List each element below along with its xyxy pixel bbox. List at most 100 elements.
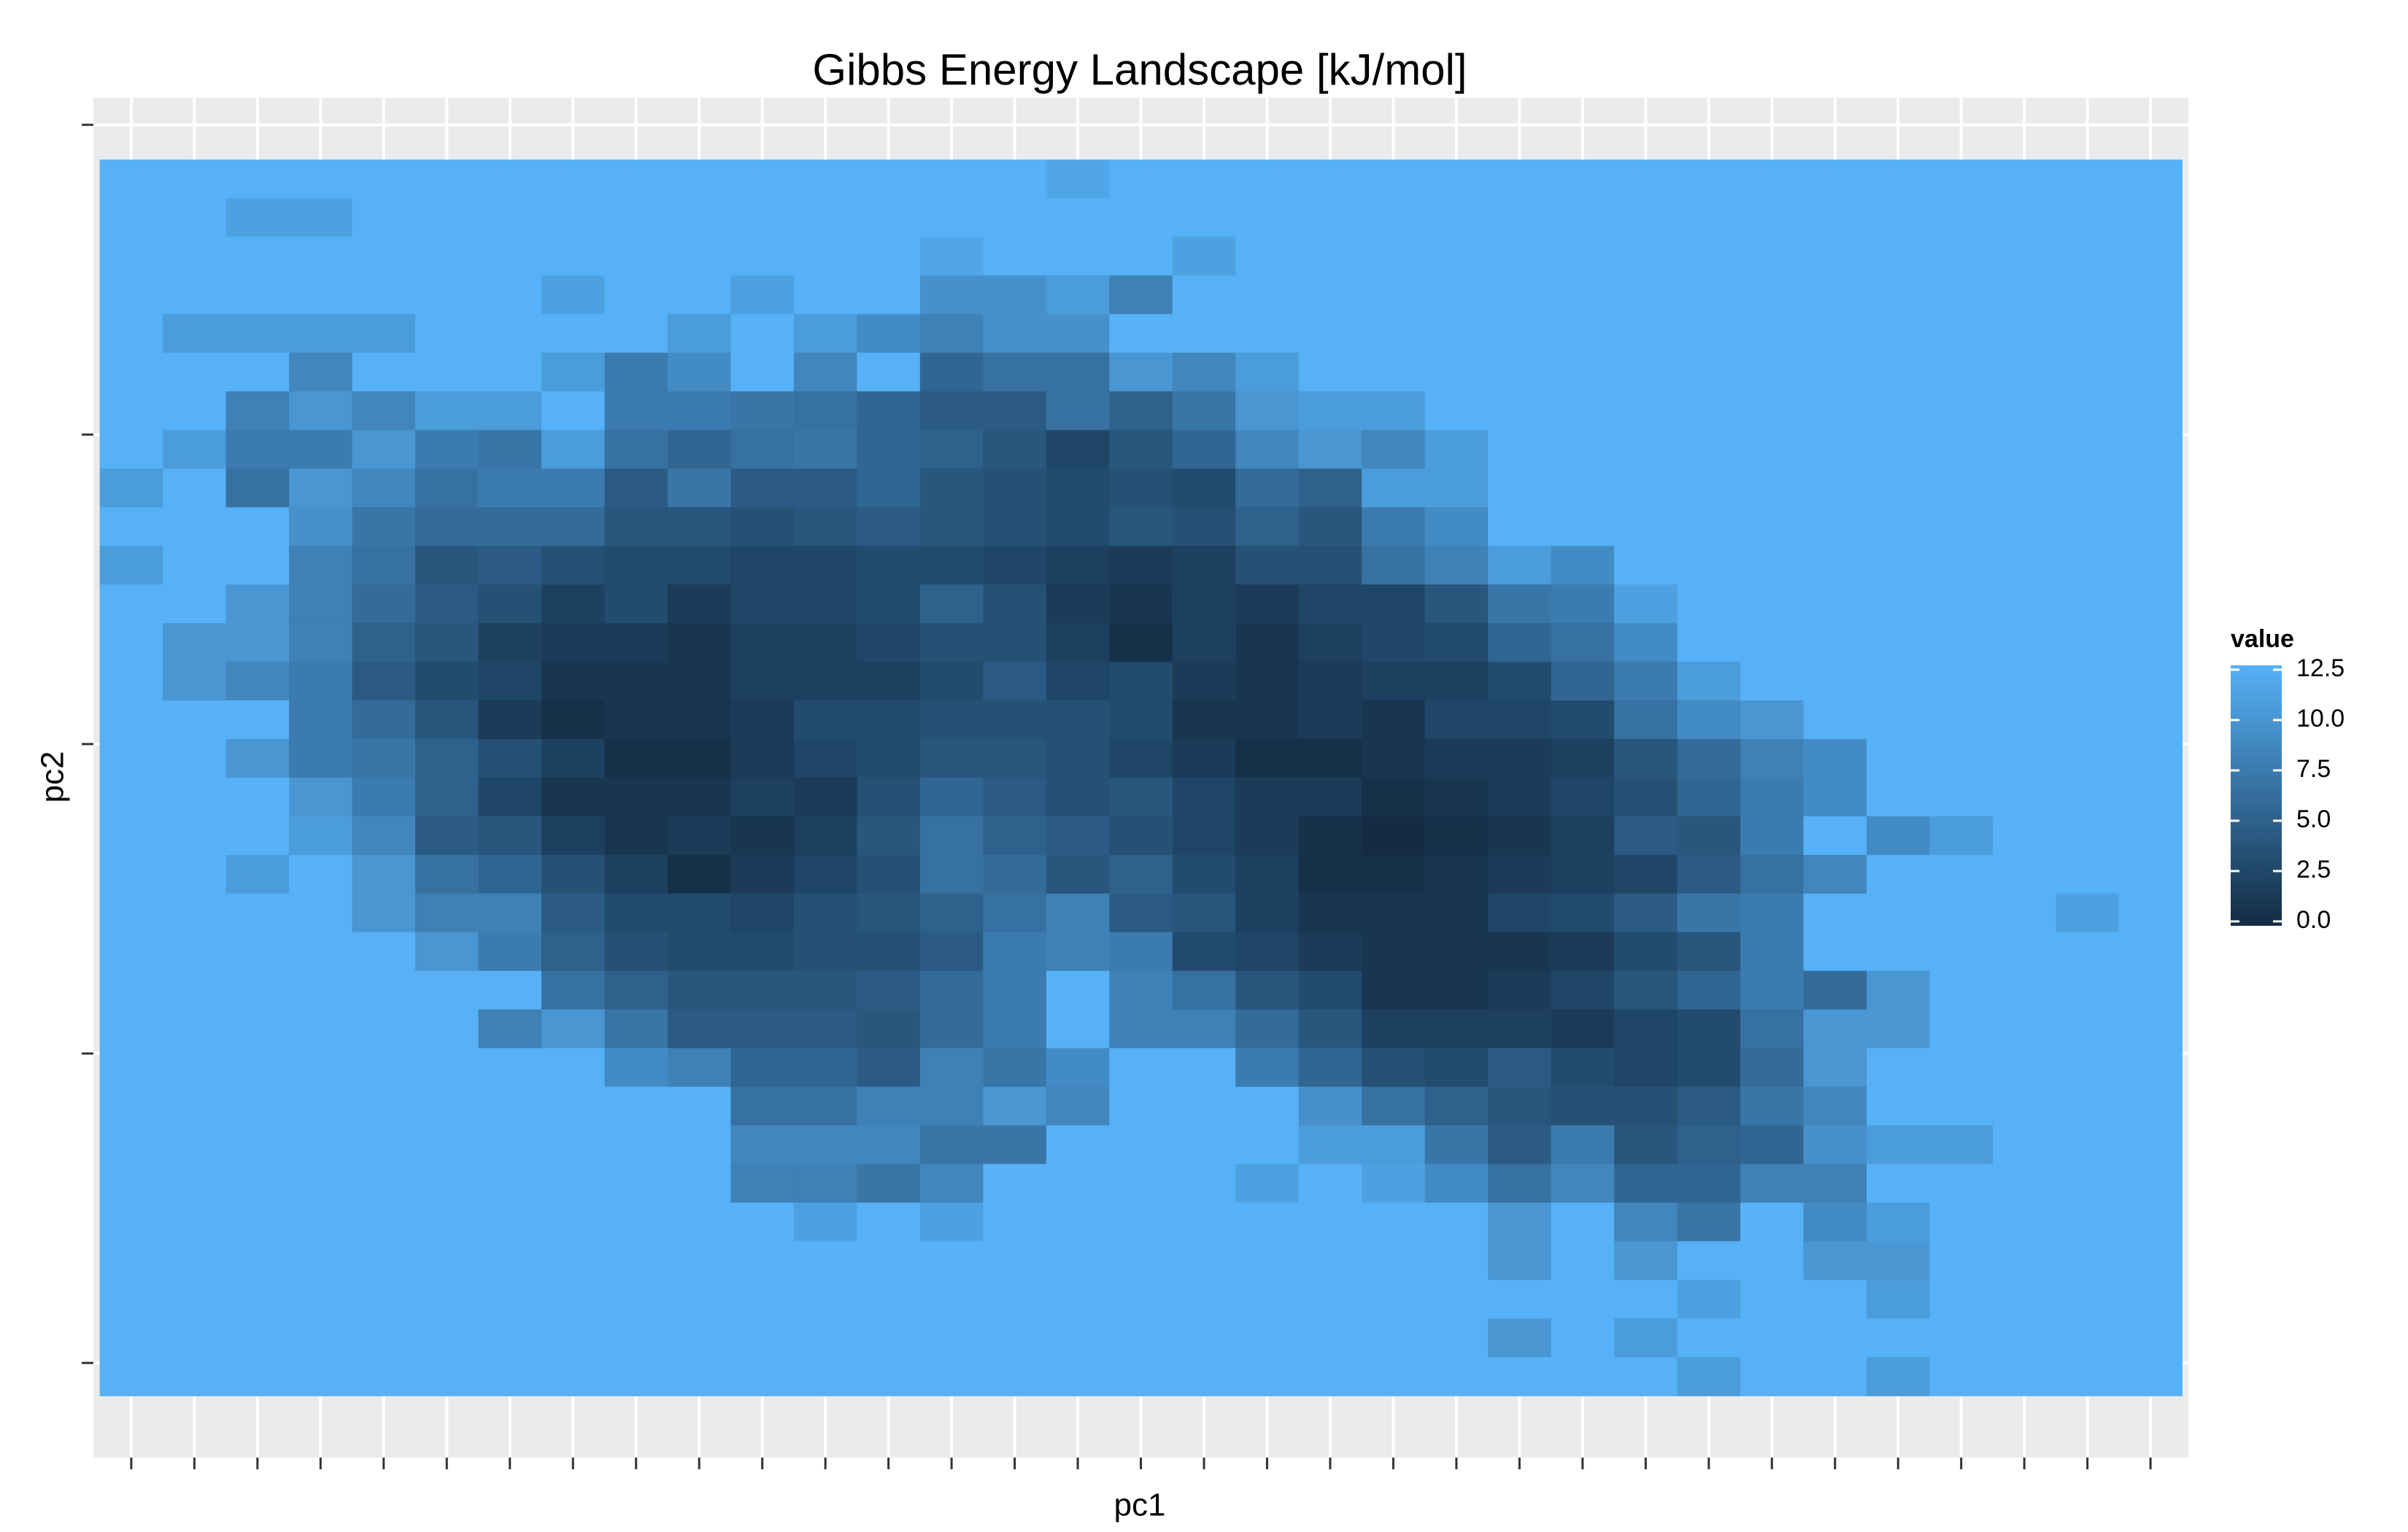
heat-cell <box>478 430 542 469</box>
heat-cell <box>919 1125 984 1165</box>
heat-cell <box>478 1086 542 1126</box>
heat-cell <box>541 198 606 238</box>
heat-cell <box>2056 1357 2120 1396</box>
heat-cell <box>1614 623 1678 662</box>
heat-cell <box>1172 623 1236 662</box>
heat-cell <box>1551 1086 1615 1126</box>
heat-cell <box>1551 970 1615 1010</box>
heat-cell <box>1929 1164 1994 1204</box>
plot <box>82 98 2188 1469</box>
heat-cell <box>1866 1164 1931 1204</box>
heat-cell <box>1992 391 2057 431</box>
heat-cell <box>2118 198 2183 238</box>
heat-cell <box>1803 778 1867 817</box>
heat-cell <box>541 1086 606 1126</box>
heat-cell <box>2118 1202 2183 1242</box>
heat-cell <box>983 739 1047 778</box>
heat-cell <box>667 1164 732 1204</box>
heat-cell <box>541 893 606 933</box>
heat-cell <box>289 854 353 894</box>
heat-cell <box>2056 778 2120 817</box>
heat-cell <box>1362 159 1426 199</box>
heat-cell <box>793 1202 857 1242</box>
heat-cell <box>1614 1202 1678 1242</box>
heat-cell <box>1614 236 1678 276</box>
heat-cell <box>1046 739 1110 778</box>
legend-label: 7.5 <box>2296 755 2331 783</box>
heat-cell <box>793 623 857 662</box>
heat-cell <box>1235 739 1300 778</box>
heat-cell <box>793 1086 857 1126</box>
heat-cell <box>352 159 416 199</box>
heat-cell <box>857 932 921 972</box>
heat-cell <box>604 430 668 469</box>
heat-cell <box>1740 739 1805 778</box>
heat-cell <box>352 816 416 856</box>
heat-cell <box>225 1048 290 1088</box>
heat-cell <box>1740 352 1805 392</box>
heat-cell <box>983 1048 1047 1088</box>
heat-cell <box>2118 623 2183 662</box>
heat-cell <box>163 970 227 1010</box>
heat-cell <box>1614 970 1678 1010</box>
heat-cell <box>1109 893 1173 933</box>
heat-cell <box>541 1241 606 1281</box>
heat-cell <box>1298 198 1362 238</box>
heat-cell <box>1235 546 1300 585</box>
heat-cell <box>163 1202 227 1242</box>
heat-cell <box>1677 623 1741 662</box>
heat-cell <box>1866 236 1931 276</box>
heat-cell <box>1551 430 1615 469</box>
heat-cell <box>1362 275 1426 315</box>
heat-cell <box>1424 1086 1489 1126</box>
heat-cell <box>604 1241 668 1281</box>
heat-cell <box>857 778 921 817</box>
heat-cell <box>541 1357 606 1396</box>
heat-cell <box>1614 816 1678 856</box>
heat-cell <box>667 159 732 199</box>
heat-cell <box>2118 275 2183 315</box>
heat-cell <box>99 1009 163 1049</box>
heat-cell <box>667 1357 732 1396</box>
heat-cell <box>1362 739 1426 778</box>
heat-cell <box>793 275 857 315</box>
heat-cell <box>478 1357 542 1396</box>
heat-cell <box>1046 430 1110 469</box>
heat-cell <box>1172 816 1236 856</box>
heat-cell <box>1109 1280 1173 1319</box>
heat-cell <box>667 391 732 431</box>
heat-cell <box>1992 468 2057 508</box>
heat-cell <box>730 430 795 469</box>
heat-cell <box>919 1241 984 1281</box>
heat-cell <box>478 970 542 1010</box>
heat-cell <box>1740 700 1805 740</box>
heat-cell <box>1866 816 1931 856</box>
heat-cell <box>2118 970 2183 1010</box>
heat-cell <box>1677 391 1741 431</box>
heat-cell <box>793 970 857 1010</box>
heat-cell <box>289 1318 353 1358</box>
heat-cell <box>1677 1009 1741 1049</box>
heat-cell <box>1677 507 1741 546</box>
heat-cell <box>1803 1280 1867 1319</box>
heat-cell <box>163 623 227 662</box>
heat-cell <box>793 159 857 199</box>
heat-cell <box>352 778 416 817</box>
heat-cell <box>478 932 542 972</box>
heat-cell <box>1362 1202 1426 1242</box>
heat-cell <box>1046 1048 1110 1088</box>
heat-cell <box>1109 932 1173 972</box>
heat-cell <box>604 932 668 972</box>
heat-cell <box>478 1125 542 1165</box>
heat-cell <box>1362 430 1426 469</box>
heat-cell <box>1677 816 1741 856</box>
heat-cell <box>1866 1280 1931 1319</box>
heat-cell <box>1172 1125 1236 1165</box>
heat-cell <box>1109 700 1173 740</box>
heat-cell <box>983 314 1047 354</box>
heat-cell <box>352 507 416 546</box>
heat-cell <box>1992 1009 2057 1049</box>
heat-cell <box>99 854 163 894</box>
heat-cell <box>1046 1009 1110 1049</box>
heat-cell <box>415 1086 479 1126</box>
